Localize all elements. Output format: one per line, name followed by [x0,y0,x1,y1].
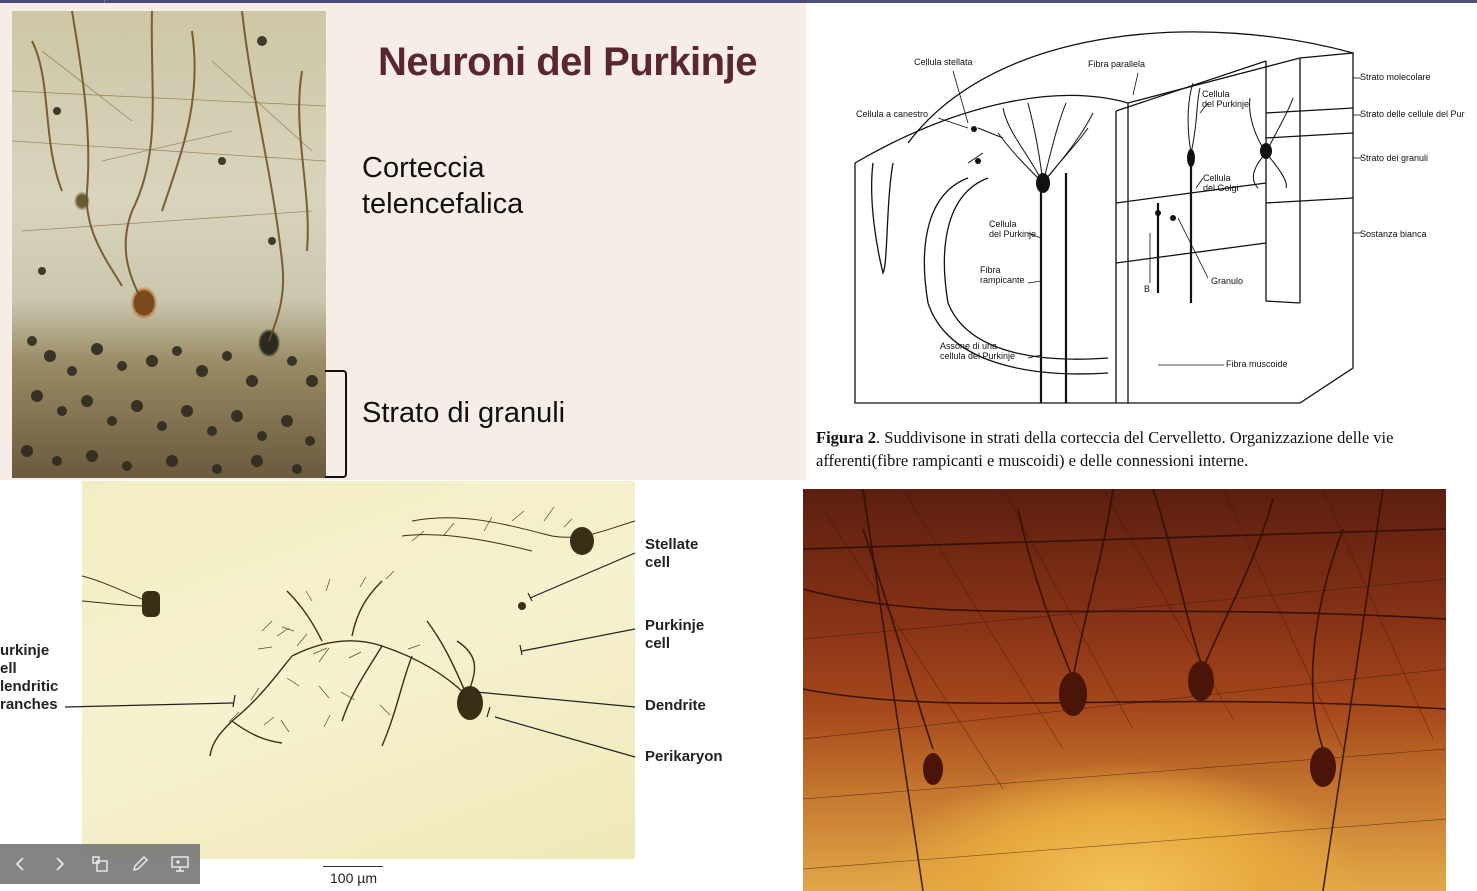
label-perikaryon: Perikaryon [645,748,723,765]
diagram-label-canestro: Cellula a canestro [856,109,929,119]
cortex-label-line2: telencefalica [362,188,524,220]
golgi-stain-photo [82,481,635,859]
cortex-label-line1: Corteccia [362,152,485,184]
chevron-left-icon[interactable] [4,848,36,880]
figure-caption: Figura 2. Suddivisone in strati della co… [816,426,1476,472]
purkinje-silver-stain-photo [803,489,1446,891]
diagram-label-golgi: Cellula del Golgi [1203,173,1239,193]
diagram-label-sostanza-bianca: Sostanza bianca [1360,229,1427,239]
granule-layer-label: Strato di granuli [362,397,566,429]
cerebellum-diagram: Cellula stellata Fibra parallela Cellula… [808,3,1477,473]
granule-layer-bracket [325,370,347,478]
chevron-right-icon[interactable] [44,848,76,880]
diagram-label-b: B [1144,284,1151,294]
top-border [0,0,1477,3]
diagram-label-strato-purkinje: Strato delle cellule del Pur [1360,109,1465,119]
presentation-toolbar [0,844,200,884]
diagram-label-purkinje-top: Cellula del Purkinje [1202,89,1250,109]
diagram-label-rampicante: Fibra rampicante [980,265,1025,285]
caption-text: . Suddivisone in strati della corteccia … [816,428,1394,470]
slide-title: Neuroni del Purkinje [378,40,757,84]
diagram-label-purkinje-mid: Cellula del Purkinje [989,219,1037,239]
presenter-view-icon[interactable] [164,848,196,880]
diagram-label-stellata: Cellula stellata [914,57,973,67]
diagram-label-muscoide: Fibra muscoide [1226,359,1288,369]
diagram-label-strato-molecolare: Strato molecolare [1360,72,1431,82]
cortex-label: Corteccia telencefalica [362,150,523,222]
diagram-label-strato-granuli: Strato dei granuli [1360,153,1429,163]
pen-icon[interactable] [124,848,156,880]
label-dendrite: Dendrite [645,697,706,714]
label-stellate-cell: Stellate cell [645,536,699,571]
golgi-leader-lines [64,552,636,758]
diagram-label-assone: Assone di una cellula del Purkinje [940,341,1016,361]
diagram-label-granulo: Granulo [1211,276,1244,286]
label-purkinje-dendritic-branches: urkinje ell lendritic ranches [0,642,59,713]
scale-bar [323,866,383,867]
caption-bold: Figura 2 [816,428,877,447]
cortex-micrograph [12,11,326,478]
slides-grid-icon[interactable] [84,848,116,880]
label-purkinje-cell: Purkinje cell [645,617,705,652]
diagram-label-parallela: Fibra parallela [1088,59,1146,69]
scale-label: 100 µm [330,870,377,886]
